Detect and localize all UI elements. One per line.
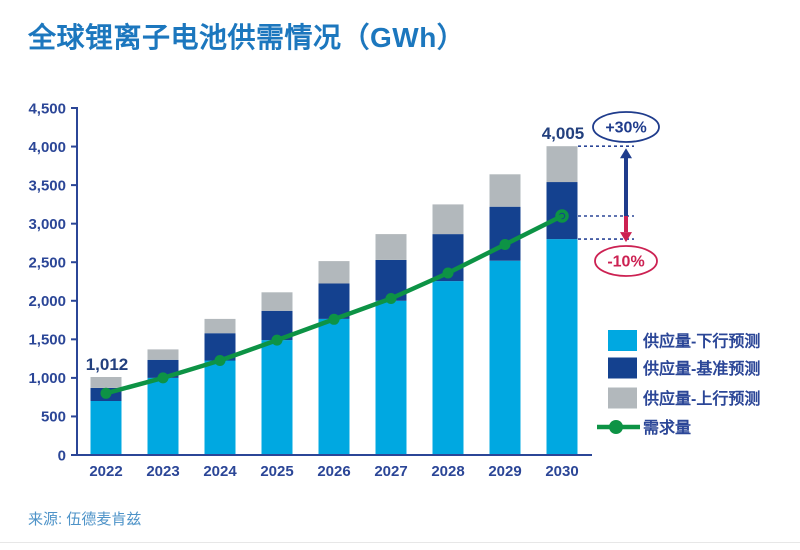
y-tick-label: 2,000 <box>28 293 66 310</box>
demand-point-2027 <box>385 293 397 304</box>
y-tick-label: 4,000 <box>28 139 66 156</box>
lower-annotation-ellipse <box>594 245 658 277</box>
bar-2026-supply-down <box>318 318 350 455</box>
bar-2026-supply-base <box>318 283 350 319</box>
source-note: 来源: 伍德麦肯兹 <box>28 511 142 528</box>
bar-value-label-2030: 4,005 <box>542 124 585 143</box>
x-tick-label-2028: 2028 <box>431 463 464 480</box>
legend-swatch-supply-up <box>608 387 637 409</box>
bar-value-label-2022: 1,012 <box>86 355 129 374</box>
bar-2026-supply-up <box>318 261 350 284</box>
legend-swatch-supply-down <box>608 330 637 351</box>
page-title: 全球锂离子电池供需情况（GWh） <box>28 22 466 53</box>
legend-label-supply-base: 供应量-基准预测 <box>642 359 760 378</box>
lower-arrowhead-down-icon <box>620 232 632 243</box>
bar-2025-supply-down <box>261 340 293 455</box>
bar-2030-supply-up <box>546 146 578 183</box>
demand-point-2024 <box>214 355 226 366</box>
demand-point-2022 <box>100 387 112 399</box>
y-tick-label: 1,500 <box>28 332 66 349</box>
y-tick-label: 1,000 <box>28 370 66 387</box>
demand-point-2030 <box>555 209 569 223</box>
demand-point-2028 <box>442 267 454 279</box>
bar-2024-supply-up <box>204 318 236 334</box>
legend-label-demand: 需求量 <box>643 418 691 437</box>
x-tick-label-2030: 2030 <box>545 463 578 480</box>
demand-point-2023 <box>157 372 169 384</box>
upper-arrowhead-up-icon <box>620 148 632 159</box>
x-tick-label-2029: 2029 <box>488 463 521 480</box>
bar-2022-supply-down <box>90 401 122 455</box>
y-tick-label: 4,500 <box>28 100 66 117</box>
y-tick-label: 500 <box>41 409 66 426</box>
upper-annotation-label: +30% <box>605 120 646 137</box>
bar-2029-supply-down <box>489 260 521 455</box>
upper-annotation-ellipse <box>592 111 660 143</box>
bar-2023-supply-up <box>147 349 179 360</box>
bar-2030-supply-down <box>546 239 578 455</box>
bar-2029-supply-base <box>489 206 521 261</box>
y-tick-label: 0 <box>58 447 66 464</box>
y-tick-label: 3,500 <box>28 177 66 194</box>
x-tick-label-2023: 2023 <box>146 463 179 480</box>
bar-2027-supply-up <box>375 234 407 260</box>
bar-2028-supply-down <box>432 281 464 455</box>
bar-2027-supply-down <box>375 300 407 455</box>
legend-demand-dot-icon <box>609 420 623 434</box>
demand-point-2029 <box>499 239 511 250</box>
x-tick-label-2022: 2022 <box>89 463 122 480</box>
x-tick-label-2026: 2026 <box>317 463 350 480</box>
x-tick-label-2027: 2027 <box>374 463 407 480</box>
bar-2028-supply-up <box>432 204 464 235</box>
bar-2025-supply-up <box>261 292 293 311</box>
bottom-divider <box>0 542 800 543</box>
legend-label-supply-down: 供应量-下行预测 <box>642 332 760 351</box>
demand-point-2025 <box>271 334 283 346</box>
y-tick-label: 3,000 <box>28 216 66 233</box>
legend-label-supply-up: 供应量-上行预测 <box>642 389 760 408</box>
x-tick-label-2024: 2024 <box>203 463 237 480</box>
x-tick-label-2025: 2025 <box>260 463 293 480</box>
demand-point-2026 <box>328 313 340 325</box>
bar-2023-supply-down <box>147 377 179 455</box>
legend-swatch-supply-base <box>608 357 637 379</box>
bar-2029-supply-up <box>489 174 521 207</box>
bar-2024-supply-down <box>204 360 236 455</box>
y-tick-label: 2,500 <box>28 254 66 271</box>
lower-annotation-label: -10% <box>607 254 644 271</box>
bar-2022-supply-up <box>90 377 122 388</box>
